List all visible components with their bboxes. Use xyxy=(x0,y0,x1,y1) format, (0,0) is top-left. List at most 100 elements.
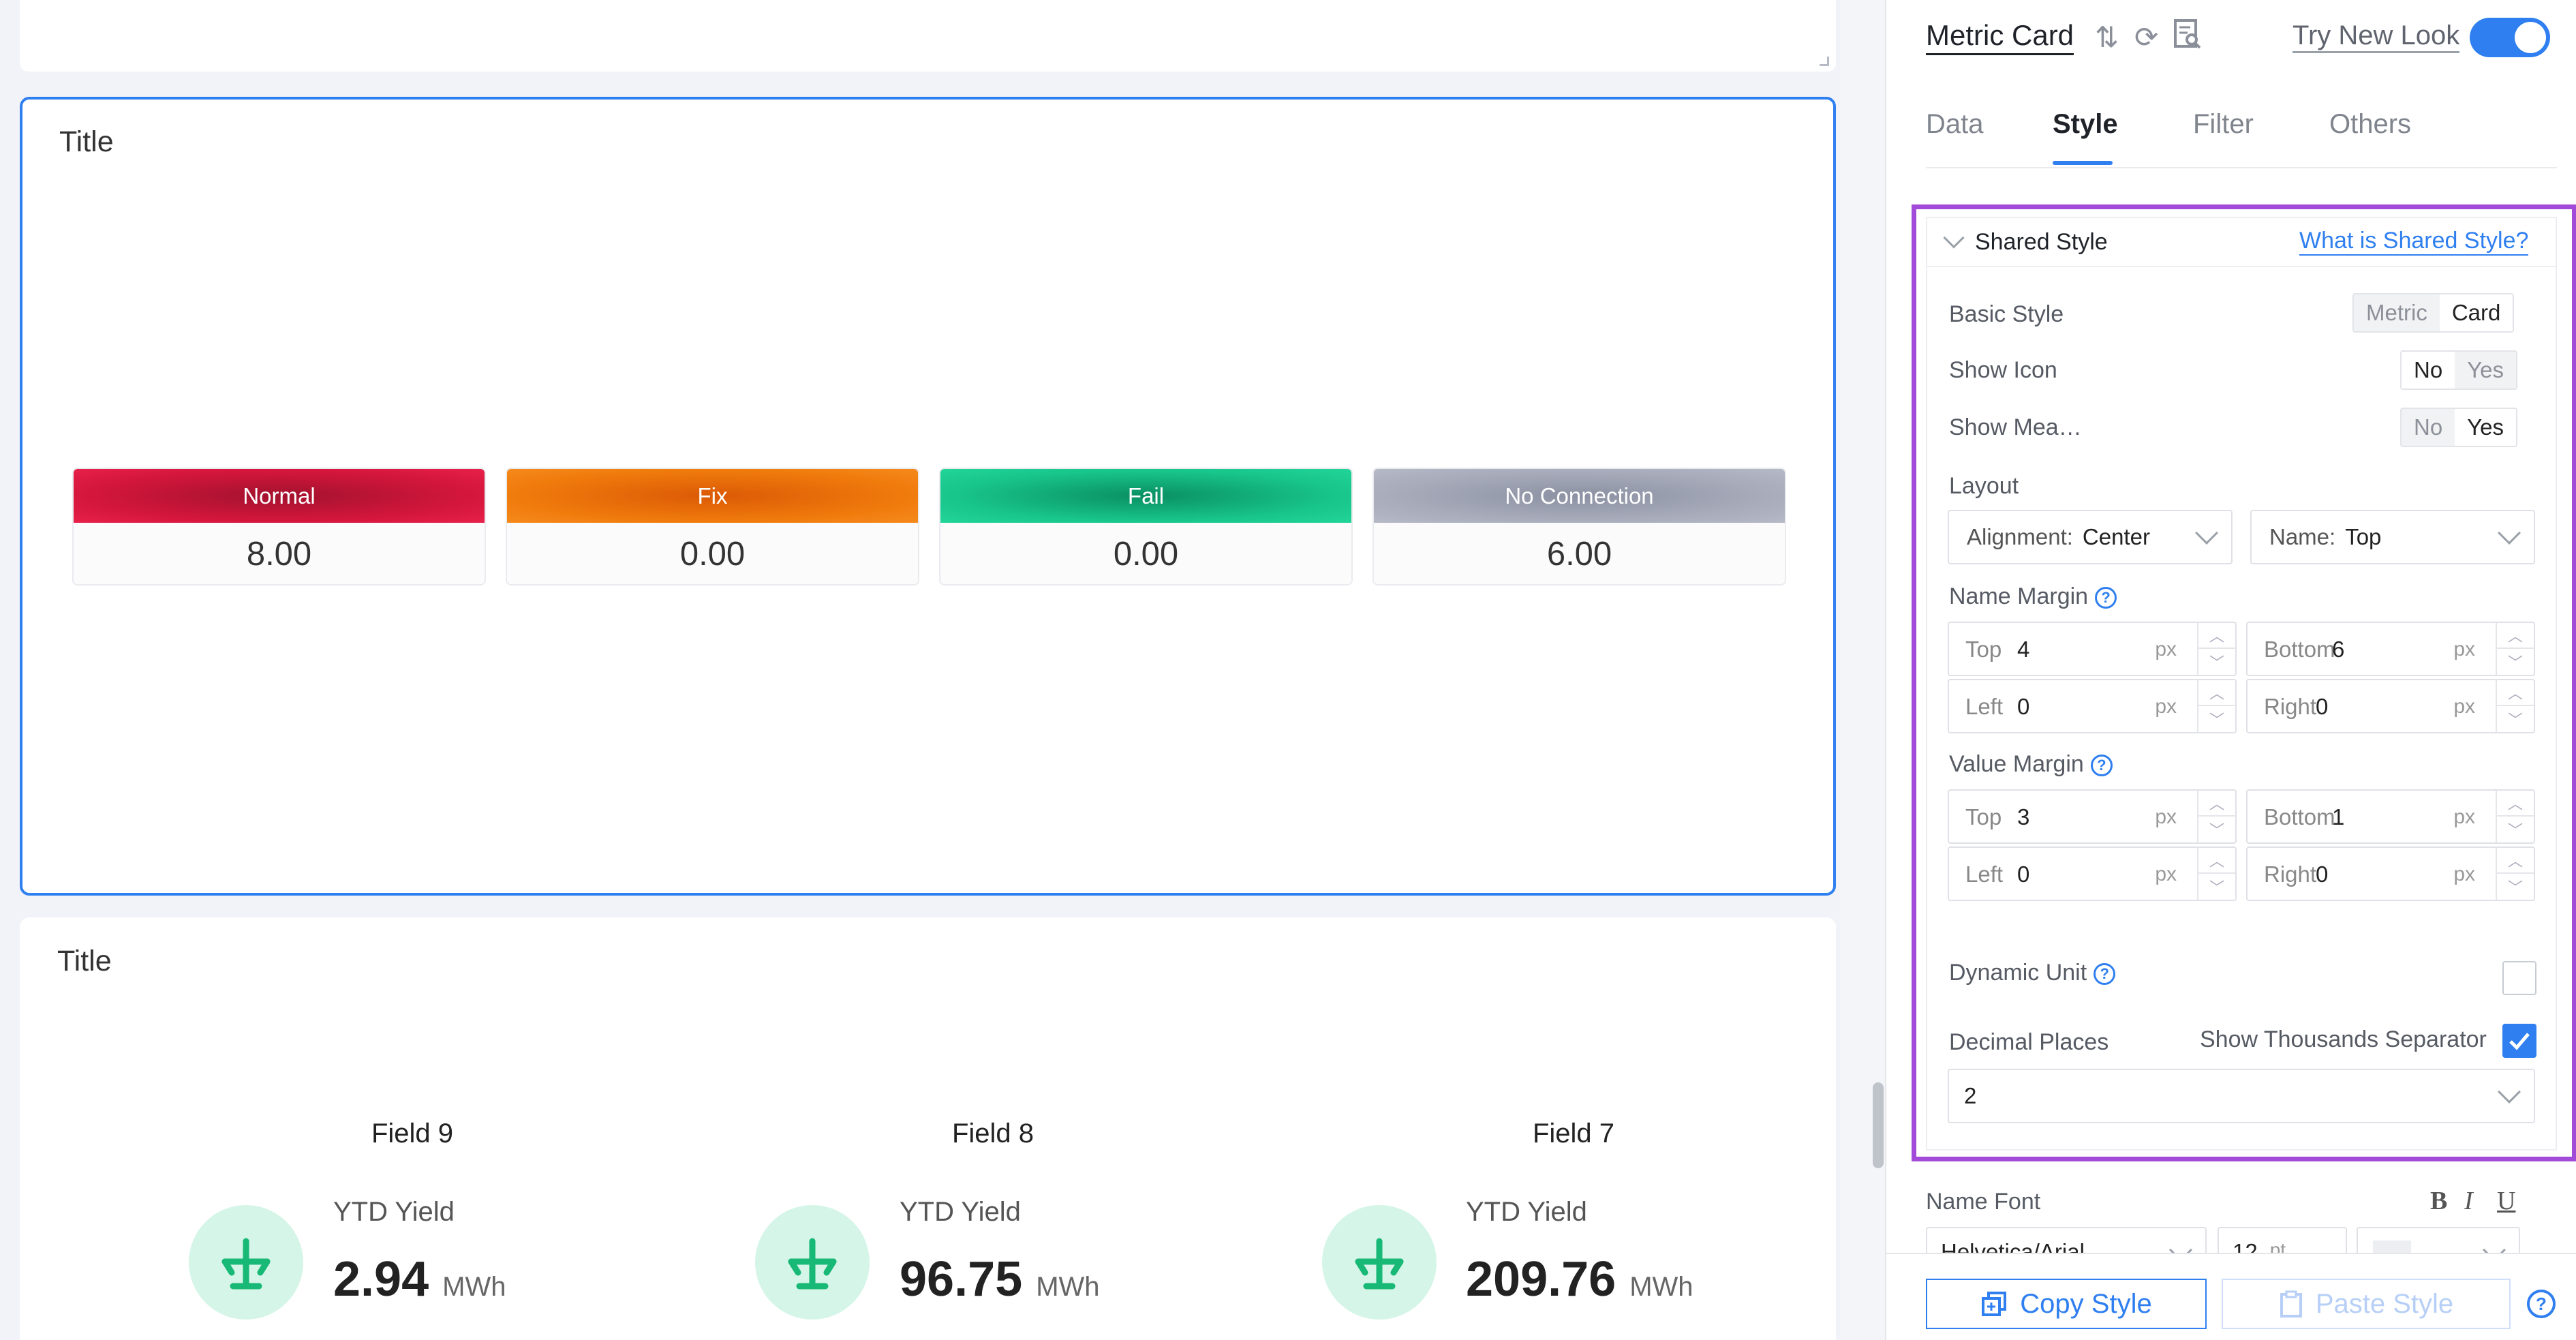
value-margin-left-field[interactable]: Left 0 px ︿ ﹀ xyxy=(1948,847,2237,901)
resize-handle[interactable] xyxy=(1820,57,1829,66)
name-margin-label: Name Margin? xyxy=(1949,583,2117,610)
underline-button[interactable]: U xyxy=(2497,1187,2516,1215)
name-margin-left-field[interactable]: Left 0 px ︿ ﹀ xyxy=(1948,679,2237,733)
copy-style-button[interactable]: Copy Style xyxy=(1926,1279,2207,1329)
show-measure-toggle[interactable]: No Yes xyxy=(2400,408,2518,447)
field-unit: px xyxy=(2155,638,2177,660)
show-icon-no[interactable]: No xyxy=(2402,352,2455,389)
alignment-label: Alignment: xyxy=(1967,524,2073,549)
help-icon[interactable]: ? xyxy=(2090,755,2113,777)
field-label: YTD Yield xyxy=(1466,1197,1587,1227)
show-measure-yes[interactable]: Yes xyxy=(2455,409,2517,446)
stepper[interactable]: ︿ ﹀ xyxy=(2197,848,2235,900)
step-up-icon[interactable]: ︿ xyxy=(2198,848,2235,874)
decimal-places-select[interactable]: 2 xyxy=(1948,1069,2535,1123)
previous-component-card[interactable] xyxy=(20,0,1836,72)
paste-style-label: Paste Style xyxy=(2315,1288,2454,1319)
decimal-places-label: Decimal Places xyxy=(1949,1029,2109,1055)
step-down-icon[interactable]: ﹀ xyxy=(2209,712,2224,729)
thousands-separator-label: Show Thousands Separator xyxy=(2200,1026,2487,1052)
what-is-shared-style-link[interactable]: What is Shared Style? xyxy=(2299,228,2529,256)
step-down-icon[interactable]: ﹀ xyxy=(2209,654,2224,671)
step-down-icon[interactable]: ﹀ xyxy=(2209,822,2224,839)
show-icon-toggle[interactable]: No Yes xyxy=(2400,350,2518,390)
bold-button[interactable]: B xyxy=(2430,1187,2448,1215)
step-down-icon[interactable]: ﹀ xyxy=(2507,712,2523,729)
name-position-select[interactable]: Name: Top xyxy=(2250,510,2535,564)
inspect-icon[interactable] xyxy=(2173,18,2203,57)
show-measure-no[interactable]: No xyxy=(2402,409,2455,446)
step-down-icon[interactable]: ﹀ xyxy=(2507,822,2523,839)
value-margin-top-field[interactable]: Top 3 px ︿ ﹀ xyxy=(1948,789,2237,844)
tab-filter[interactable]: Filter xyxy=(2193,109,2254,139)
panel-title: Metric Card xyxy=(1926,19,2074,55)
metric-fail: Fail 0.00 xyxy=(939,468,1353,585)
field-value: 1 xyxy=(2332,804,2345,829)
name-margin-bottom-field[interactable]: Bottom 6 px ︿ ﹀ xyxy=(2246,622,2535,676)
try-new-look-link[interactable]: Try New Look xyxy=(2293,20,2460,53)
stepper[interactable]: ︿ ﹀ xyxy=(2496,848,2534,900)
value-margin-bottom-field[interactable]: Bottom 1 px ︿ ﹀ xyxy=(2246,789,2535,844)
paste-style-button[interactable]: Paste Style xyxy=(2222,1279,2511,1329)
try-new-look-toggle[interactable] xyxy=(2470,18,2550,57)
chevron-down-icon xyxy=(2195,521,2218,545)
step-up-icon[interactable]: ︿ xyxy=(2497,623,2534,649)
chevron-down-icon[interactable] xyxy=(1943,227,1965,249)
value-margin-right-field[interactable]: Right 0 px ︿ ﹀ xyxy=(2246,847,2535,901)
italic-button[interactable]: I xyxy=(2464,1187,2473,1215)
section-title: Shared Style xyxy=(1975,229,2108,255)
alignment-select[interactable]: Alignment: Center xyxy=(1948,510,2233,564)
highlight-frame xyxy=(1912,204,2576,1161)
help-icon[interactable]: ? xyxy=(2095,587,2117,609)
yield-card-component[interactable]: Title Field 9 YTD Yield 2.94 MWh Field 8 … xyxy=(20,917,1836,1340)
stepper[interactable]: ︿ ﹀ xyxy=(2197,680,2235,732)
name-margin-top-field[interactable]: Top 4 px ︿ ﹀ xyxy=(1948,622,2237,676)
dynamic-unit-text: Dynamic Unit xyxy=(1949,960,2087,986)
sort-icon[interactable]: ⇅ xyxy=(2095,21,2119,53)
step-down-icon[interactable]: ﹀ xyxy=(2507,879,2523,896)
step-down-icon[interactable]: ﹀ xyxy=(2209,879,2224,896)
step-down-icon[interactable]: ﹀ xyxy=(2507,654,2523,671)
field-unit: px xyxy=(2453,863,2475,885)
stepper[interactable]: ︿ ﹀ xyxy=(2496,791,2534,842)
metric-value: 0.00 xyxy=(940,523,1351,584)
field-value: 2.94 MWh xyxy=(333,1251,506,1307)
name-margin-right-field[interactable]: Right 0 px ︿ ﹀ xyxy=(2246,679,2535,733)
help-icon[interactable]: ? xyxy=(2094,963,2116,986)
basic-style-card[interactable]: Card xyxy=(2439,294,2513,331)
stepper[interactable]: ︿ ﹀ xyxy=(2197,791,2235,842)
metric-name: Normal xyxy=(74,469,485,523)
step-up-icon[interactable]: ︿ xyxy=(2198,680,2235,706)
metric-value: 0.00 xyxy=(507,523,918,584)
step-up-icon[interactable]: ︿ xyxy=(2198,791,2235,817)
tab-others[interactable]: Others xyxy=(2329,109,2412,139)
basic-style-toggle[interactable]: Metric Card xyxy=(2352,293,2515,333)
value-number: 209.76 xyxy=(1466,1252,1616,1307)
thousands-separator-checkbox[interactable] xyxy=(2502,1024,2536,1058)
stepper[interactable]: ︿ ﹀ xyxy=(2496,680,2534,732)
field-value: 209.76 MWh xyxy=(1466,1251,1693,1307)
stepper[interactable]: ︿ ﹀ xyxy=(2197,623,2235,675)
basic-style-metric[interactable]: Metric xyxy=(2354,294,2440,331)
alignment-value: Center xyxy=(2082,524,2150,549)
step-up-icon[interactable]: ︿ xyxy=(2497,680,2534,706)
dynamic-unit-checkbox[interactable] xyxy=(2502,961,2536,995)
metric-card-component[interactable]: Title Normal 8.00 Fix 0.00 Fail 0.00 No … xyxy=(20,97,1836,896)
stepper[interactable]: ︿ ﹀ xyxy=(2496,623,2534,675)
tab-style[interactable]: Style xyxy=(2053,109,2118,139)
refresh-icon[interactable]: ⟳ xyxy=(2134,21,2159,53)
step-up-icon[interactable]: ︿ xyxy=(2497,791,2534,817)
step-up-icon[interactable]: ︿ xyxy=(2497,848,2534,874)
value-margin-text: Value Margin xyxy=(1949,751,2084,777)
field-label: YTD Yield xyxy=(900,1197,1021,1227)
show-icon-label: Show Icon xyxy=(1949,357,2057,383)
show-measure-label: Show Mea… xyxy=(1949,414,2082,440)
dashboard-canvas: Title Normal 8.00 Fix 0.00 Fail 0.00 No … xyxy=(20,0,1836,1340)
tab-data[interactable]: Data xyxy=(1926,109,1984,139)
canvas-scrollbar[interactable] xyxy=(1873,1082,1884,1168)
shared-style-header[interactable]: Shared Style What is Shared Style? xyxy=(1927,218,2556,267)
value-unit: MWh xyxy=(1036,1272,1100,1302)
help-icon[interactable]: ? xyxy=(2527,1290,2556,1318)
step-up-icon[interactable]: ︿ xyxy=(2198,623,2235,649)
show-icon-yes[interactable]: Yes xyxy=(2455,352,2517,389)
